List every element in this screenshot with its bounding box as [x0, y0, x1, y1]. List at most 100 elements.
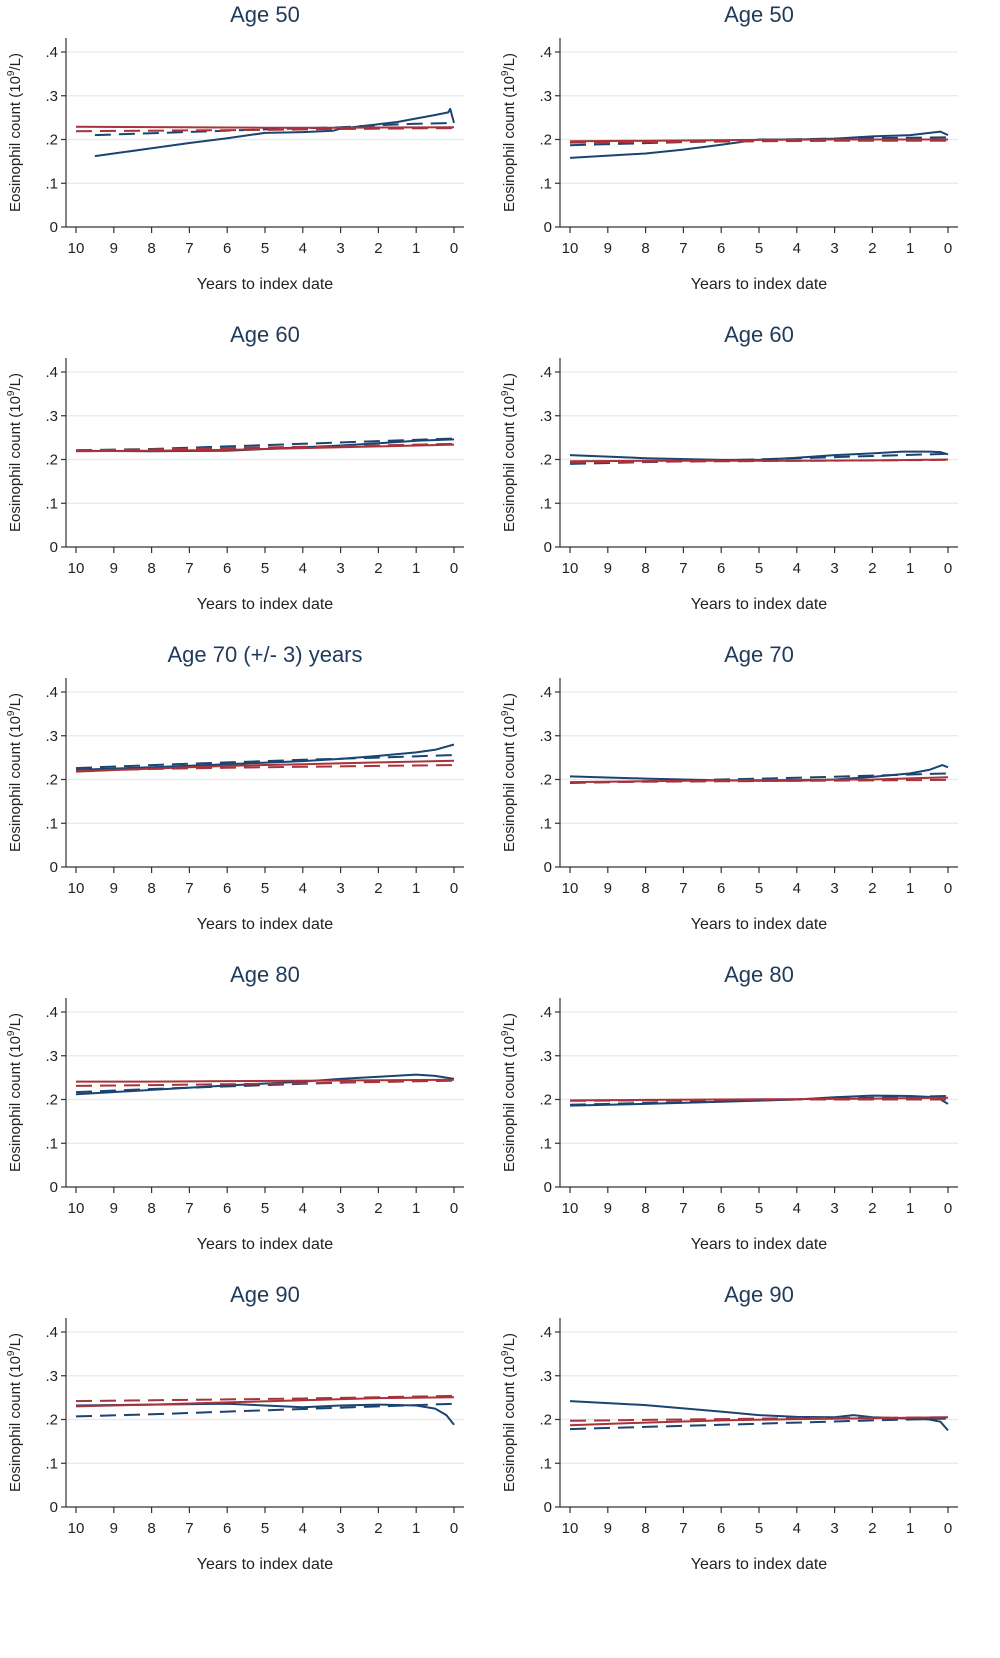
x-tick-label: 9	[604, 1200, 612, 1217]
y-axis-label-main: Eosinophil count (10	[7, 716, 24, 852]
series-line-navy-dashed	[75, 754, 455, 770]
x-tick-label: 10	[562, 1520, 579, 1537]
y-tick-label: 0	[544, 539, 552, 556]
x-tick-label: 6	[717, 1200, 725, 1217]
x-tick-label: 10	[562, 240, 579, 257]
chart-panel: Age 80 0.1.2.3.4 10 9 8 7 6 5 4 3 2 1 0 Years to inde…	[494, 960, 994, 1298]
x-tick-label: 2	[868, 560, 876, 577]
series-line-navy-dashed	[569, 136, 949, 147]
y-axis-label-main: Eosinophil count (10	[501, 396, 518, 532]
y-axis-label-main: Eosinophil count (10	[501, 76, 518, 212]
y-axis-label: Eosinophil count (109/L)	[500, 1333, 518, 1492]
y-axis-label-sup: 9	[6, 1350, 17, 1356]
chart-title: Age 80	[230, 962, 300, 987]
x-tick-label: 10	[562, 560, 579, 577]
y-axis-label: Eosinophil count (109/L)	[6, 53, 24, 212]
x-tick-label: 1	[906, 240, 914, 257]
x-tick-label: 6	[223, 240, 231, 257]
x-tick-label: 7	[185, 1520, 193, 1537]
series-line-navy-dashed	[94, 121, 455, 137]
y-axis-label-tail: /L)	[501, 1013, 518, 1031]
series-line-navy-solid	[569, 130, 949, 159]
y-tick-label: .1	[539, 1135, 552, 1152]
x-tick-label: 3	[336, 1200, 344, 1217]
x-tick-label: 2	[868, 880, 876, 897]
y-tick-label: .1	[539, 495, 552, 512]
x-axis-label: Years to index date	[197, 276, 334, 293]
x-tick-label: 9	[604, 240, 612, 257]
chart-panel: Age 60 0.1.2.3.4 10 9 8 7 6 5 4 3 2 1 0 Years to inde…	[0, 320, 500, 658]
x-tick-label: 4	[793, 880, 801, 897]
y-tick-label: .4	[45, 684, 58, 701]
x-tick-label: 0	[944, 560, 952, 577]
x-tick-label: 9	[110, 1200, 118, 1217]
y-tick-label: .2	[45, 772, 58, 789]
x-tick-label: 8	[147, 1520, 155, 1537]
series-line-red-dashed	[75, 1394, 455, 1403]
y-tick-label: .4	[539, 364, 552, 381]
chart-panel: Age 90 0.1.2.3.4 10 9 8 7 6 5 4 3 2 1 0 Years to inde…	[0, 1280, 500, 1618]
chart-panel: Age 80 0.1.2.3.4 10 9 8 7 6 5 4 3 2 1 0 Years to inde…	[0, 960, 500, 1298]
x-tick-label: 5	[261, 880, 269, 897]
x-tick-label: 3	[830, 1520, 838, 1537]
x-tick-label: 8	[147, 240, 155, 257]
x-tick-label: 0	[450, 1520, 458, 1537]
y-tick-label: .4	[539, 684, 552, 701]
chart-panel: Age 90 0.1.2.3.4 10 9 8 7 6 5 4 3 2 1 0 Years to inde…	[494, 1280, 994, 1618]
x-tick-label: 5	[755, 560, 763, 577]
x-tick-label: 8	[641, 880, 649, 897]
y-tick-label: .2	[45, 452, 58, 469]
y-tick-label: .1	[539, 175, 552, 192]
x-tick-label: 7	[185, 240, 193, 257]
y-tick-label: 0	[544, 1179, 552, 1196]
x-axis-label: Years to index date	[691, 1236, 828, 1253]
y-tick-label: .2	[539, 772, 552, 789]
x-tick-label: 6	[717, 240, 725, 257]
x-tick-label: 3	[336, 560, 344, 577]
y-tick-label: 0	[50, 859, 58, 876]
x-tick-label: 4	[299, 240, 307, 257]
x-axis-label: Years to index date	[691, 276, 828, 293]
y-tick-label: 0	[544, 219, 552, 236]
y-tick-label: .2	[539, 132, 552, 149]
y-axis-label: Eosinophil count (109/L)	[6, 693, 24, 852]
x-tick-label: 3	[336, 240, 344, 257]
chart-title: Age 90	[230, 1282, 300, 1307]
y-tick-label: .4	[45, 364, 58, 381]
x-tick-label: 0	[944, 1200, 952, 1217]
x-tick-label: 8	[641, 560, 649, 577]
x-tick-label: 2	[374, 560, 382, 577]
y-tick-label: 0	[544, 859, 552, 876]
y-axis-label-sup: 9	[6, 710, 17, 716]
y-tick-label: .1	[539, 1455, 552, 1472]
y-axis-label-sup: 9	[500, 1350, 511, 1356]
x-tick-label: 0	[944, 1520, 952, 1537]
y-axis-label: Eosinophil count (109/L)	[6, 1333, 24, 1492]
x-tick-label: 7	[679, 1200, 687, 1217]
x-tick-label: 4	[299, 1520, 307, 1537]
x-tick-label: 0	[944, 240, 952, 257]
y-axis-label-tail: /L)	[7, 373, 24, 391]
x-tick-label: 5	[261, 560, 269, 577]
x-tick-label: 4	[793, 560, 801, 577]
x-tick-label: 9	[110, 1520, 118, 1537]
series-line-red-dashed	[75, 127, 455, 133]
x-tick-label: 9	[604, 1520, 612, 1537]
y-axis-label: Eosinophil count (109/L)	[500, 53, 518, 212]
x-tick-label: 6	[223, 1520, 231, 1537]
y-tick-label: .2	[45, 132, 58, 149]
y-axis-label-tail: /L)	[501, 373, 518, 391]
y-tick-label: .1	[45, 815, 58, 832]
x-tick-label: 3	[830, 1200, 838, 1217]
chart-panel: Age 50 0.1.2.3.4 10 9 8 7 6 5 4 3 2 1 0 Years to inde…	[494, 0, 994, 338]
y-tick-label: .4	[539, 1004, 552, 1021]
y-tick-label: .1	[45, 495, 58, 512]
x-tick-label: 7	[679, 240, 687, 257]
chart-title: Age 80	[724, 962, 794, 987]
y-axis-label-tail: /L)	[7, 1013, 24, 1031]
x-tick-label: 3	[830, 560, 838, 577]
